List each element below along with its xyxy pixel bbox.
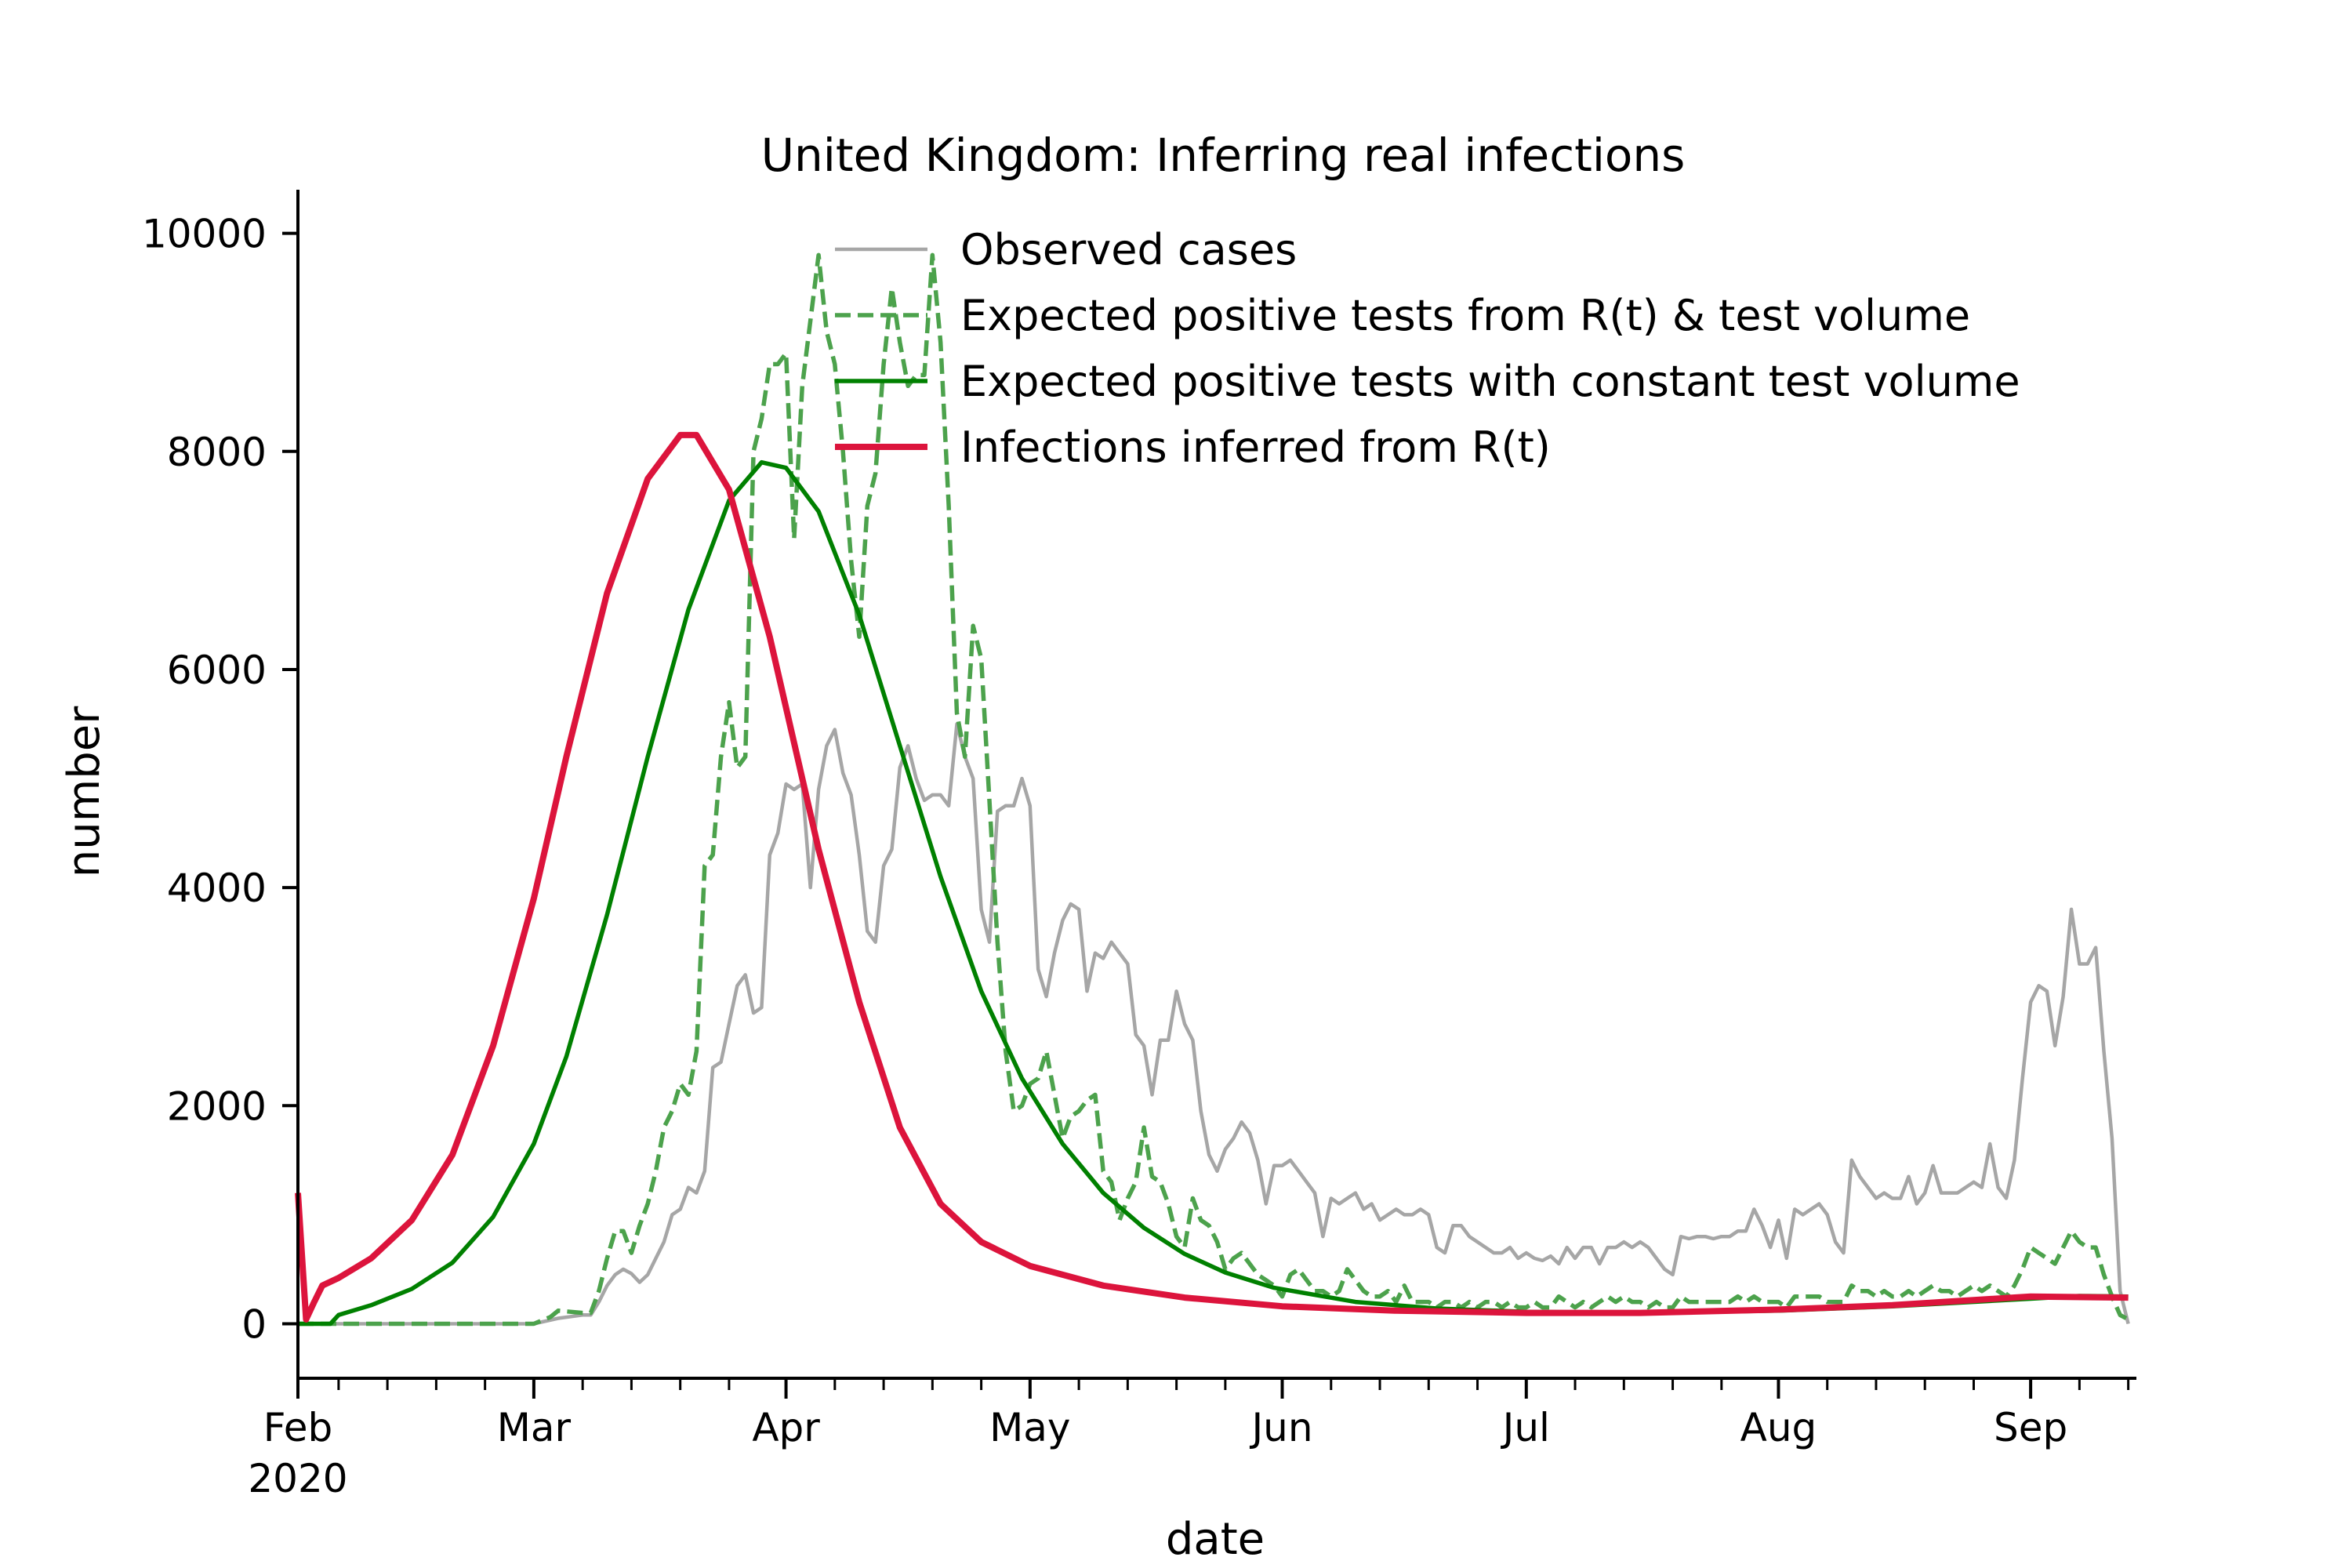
x-axis-label: date bbox=[1166, 1514, 1265, 1565]
x-tick-label: Apr bbox=[752, 1405, 820, 1450]
y-tick-label: 8000 bbox=[167, 430, 267, 475]
series-line-1 bbox=[298, 722, 2130, 1326]
x-tick-label: Sep bbox=[1994, 1405, 2067, 1450]
y-tick-label: 6000 bbox=[167, 648, 267, 693]
x-ticks: Feb 2020 Mar Apr May Jun Jul Aug Sep bbox=[248, 1378, 2130, 1501]
y-axis-label: number bbox=[59, 706, 110, 878]
legend-label-4: Infections inferred from R(t) bbox=[960, 423, 1551, 472]
x-tick-label: Aug bbox=[1740, 1405, 1817, 1450]
axes bbox=[296, 190, 2136, 1380]
chart-title: United Kingdom: Inferring real infection… bbox=[761, 129, 1686, 182]
legend-label-2: Expected positive tests from R(t) & test… bbox=[960, 291, 1970, 340]
legend: Observed cases Expected positive tests fr… bbox=[835, 225, 2020, 472]
x-tick-label: Feb bbox=[263, 1405, 333, 1450]
x-tick-label: May bbox=[989, 1405, 1070, 1450]
plot-area bbox=[295, 252, 2130, 1327]
series-line-2 bbox=[298, 252, 2129, 1327]
legend-label-1: Observed cases bbox=[960, 225, 1297, 274]
y-tick-label: 10000 bbox=[142, 212, 267, 257]
series-line-4 bbox=[295, 431, 2129, 1323]
x-tick-year-label: 2020 bbox=[248, 1456, 347, 1501]
legend-label-3: Expected positive tests with constant te… bbox=[960, 357, 2020, 406]
x-tick-label: Jul bbox=[1501, 1405, 1550, 1450]
x-tick-label: Jun bbox=[1249, 1405, 1312, 1450]
y-ticks: 0 2000 4000 6000 8000 10000 bbox=[142, 212, 298, 1347]
x-tick-label: Mar bbox=[497, 1405, 572, 1450]
y-tick-label: 4000 bbox=[167, 866, 267, 911]
y-tick-label: 0 bbox=[241, 1301, 267, 1347]
y-tick-label: 2000 bbox=[167, 1083, 267, 1129]
